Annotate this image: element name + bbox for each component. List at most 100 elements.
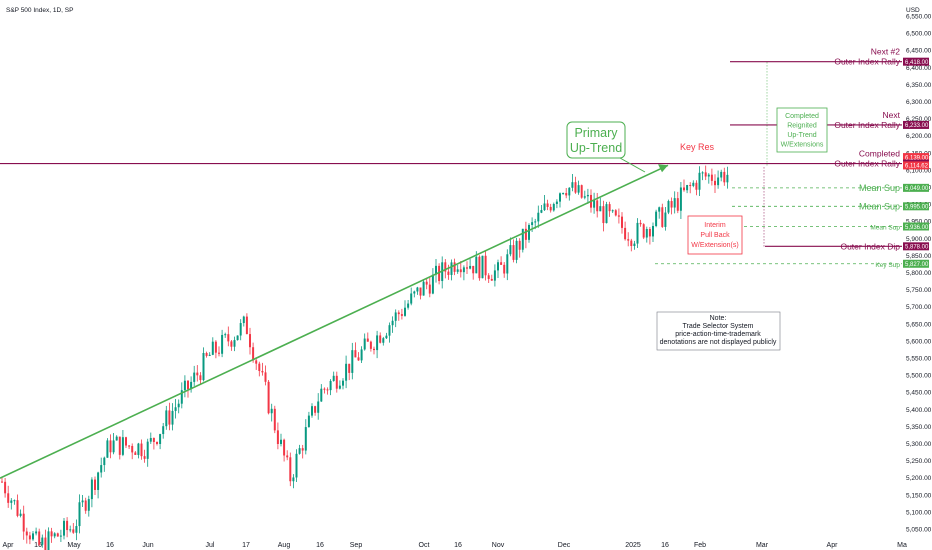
x-tick-label: 16 (106, 542, 114, 549)
candle-body (645, 228, 648, 238)
level-price-box (903, 161, 929, 170)
candle-body (199, 375, 202, 381)
candle-body (624, 227, 627, 240)
candle-body (103, 457, 106, 466)
primary-trend-box (566, 121, 626, 159)
level-price-label: 6,233.00 (905, 123, 929, 129)
candle-body (97, 472, 100, 490)
candle-body (280, 439, 282, 445)
candle-body (41, 537, 44, 545)
candle-body (552, 203, 555, 211)
candle-body (453, 262, 456, 272)
primary-trend-label: Primary (574, 126, 618, 140)
y-tick-label: 5,250.00 (906, 458, 932, 465)
candle-body (676, 198, 679, 211)
candle-body (679, 187, 682, 211)
candle-body (376, 335, 379, 351)
candle-body (484, 255, 487, 276)
y-tick-label: 5,200.00 (906, 475, 932, 482)
candle-body (614, 210, 617, 216)
candle-body (611, 210, 614, 212)
candle-body (462, 267, 465, 273)
y-tick-label: 6,500.00 (906, 31, 932, 38)
level-price-label: 6,418.00 (905, 60, 929, 66)
candle-body (208, 354, 211, 356)
candle-body (580, 185, 583, 198)
candle-body (435, 265, 437, 275)
candle-body (639, 222, 642, 225)
level-price-label: 5,936.00 (905, 225, 929, 231)
candle-body (360, 349, 363, 361)
candle-body (273, 408, 276, 431)
candle-body (701, 172, 704, 174)
candle-body (301, 448, 304, 451)
candle-body (72, 529, 75, 533)
completed-label: Up-Trend (787, 132, 816, 139)
primary-trend-pointer (619, 157, 646, 173)
candle-body (661, 207, 664, 227)
candle-body (568, 187, 571, 196)
level-price-box (903, 183, 929, 192)
candle-body (245, 316, 248, 335)
interim-label: Interim (704, 222, 726, 229)
level-name: Key Sup (875, 262, 900, 269)
candle-body (493, 270, 496, 281)
candle-body (683, 187, 685, 191)
candle-body (4, 481, 7, 494)
candle-body (252, 347, 255, 361)
y-tick-label: 5,600.00 (906, 338, 932, 345)
candle-body (407, 303, 410, 308)
candle-body (686, 185, 689, 191)
candle-body (1, 481, 3, 483)
candle-body (416, 287, 419, 292)
candle-body (152, 438, 155, 442)
candle-body (106, 440, 109, 458)
candle-body (69, 529, 72, 531)
trend-arrow-head (658, 164, 668, 173)
candle-body (667, 201, 670, 213)
y-tick-label: 6,450.00 (906, 48, 932, 55)
candle-body (627, 239, 630, 241)
candle-body (221, 334, 224, 354)
candle-body (35, 531, 38, 534)
candle-body (459, 269, 462, 273)
x-tick-label: 16 (454, 542, 462, 549)
candle-body (304, 427, 307, 451)
candle-body (714, 180, 716, 186)
candle-body (56, 533, 59, 537)
level-price-box (903, 57, 929, 66)
candle-body (385, 335, 388, 339)
y-tick-label: 5,800.00 (906, 270, 932, 277)
candle-body (546, 203, 549, 207)
completed-label: Reignited (787, 123, 817, 130)
x-tick-label: Sep (350, 542, 363, 549)
level-price-label: 6,114.62 (905, 164, 929, 170)
x-tick-label: Apr (3, 542, 15, 549)
interim-box (687, 215, 743, 255)
candle-body (162, 426, 165, 435)
x-tick-label: Apr (827, 542, 839, 549)
candle-body (255, 360, 258, 364)
candle-body (534, 221, 537, 223)
candle-body (369, 341, 372, 349)
x-axis: Apr 16 May 16 Jun Jul 17 Aug 16 Sep Oct 16 Nov Dec 202… (3, 542, 907, 549)
completed-label: W/Extensions (781, 142, 824, 149)
candle-body (128, 445, 131, 447)
candle-body (413, 291, 416, 294)
candle-body (28, 535, 31, 540)
candle-body (168, 410, 171, 425)
candle-body (267, 381, 270, 414)
level-price-label: 5,878.00 (905, 245, 929, 251)
y-tick-label: 5,950.00 (906, 219, 932, 226)
candle-body (149, 438, 152, 442)
candle-body (47, 531, 50, 550)
y-tick-label: 5,550.00 (906, 355, 932, 362)
candle-body (472, 265, 475, 274)
candle-body (549, 206, 552, 211)
candle-body (202, 353, 205, 381)
x-tick-label: Jul (206, 542, 215, 549)
level-name: Mean Sup (870, 224, 900, 231)
candle-body (497, 262, 499, 271)
